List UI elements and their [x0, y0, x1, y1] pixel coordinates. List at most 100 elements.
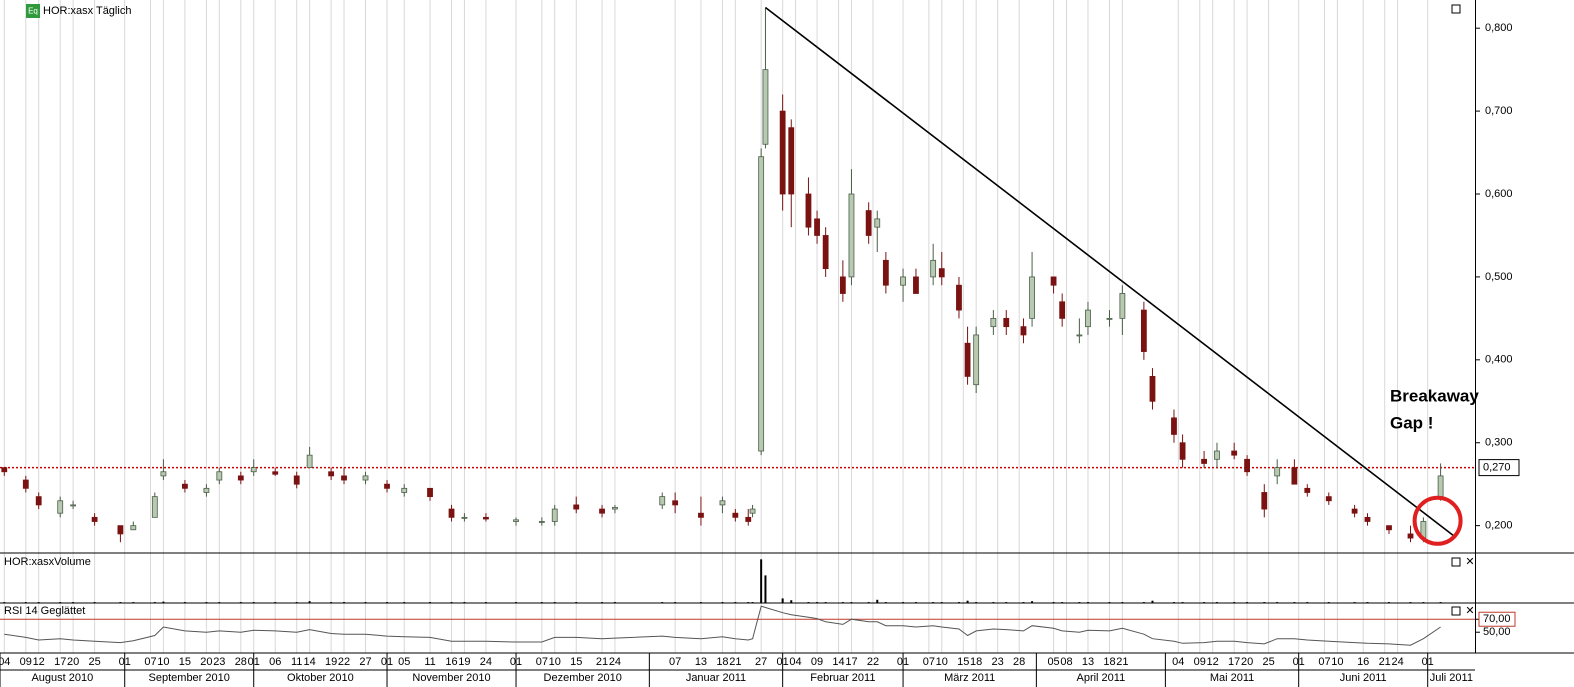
- grid: [3, 0, 1429, 653]
- candle-body: [1059, 301, 1066, 319]
- candle-body: [513, 519, 519, 522]
- candle-body: [973, 334, 980, 386]
- candle-body: [1, 467, 8, 473]
- x-tick-label: 28: [1013, 656, 1025, 668]
- candle-body: [272, 471, 279, 475]
- volume-bar: [1031, 601, 1034, 603]
- candle-body: [956, 284, 962, 311]
- candle-body: [822, 235, 829, 270]
- x-tick-label: 13: [695, 656, 707, 668]
- volume-bar: [966, 600, 969, 603]
- candle-body: [1437, 475, 1444, 498]
- icon-label: Eq: [28, 7, 38, 16]
- x-tick-label: 21: [729, 656, 741, 668]
- x-tick-label: 10: [1331, 656, 1343, 668]
- x-tick-label: 15: [570, 656, 582, 668]
- candle-body: [1407, 533, 1414, 539]
- candle-body: [216, 471, 223, 481]
- candle-body: [865, 210, 872, 236]
- x-tick-label: 10: [936, 656, 948, 668]
- candle-body: [1003, 317, 1010, 328]
- month-label: September 2010: [149, 672, 230, 684]
- candle-body: [483, 516, 489, 520]
- candle-body: [182, 483, 188, 489]
- month-label: Juli 2011: [1430, 672, 1473, 684]
- candle-body: [35, 496, 42, 506]
- x-tick-label: 13: [1082, 656, 1094, 668]
- rsi-title: RSI 14 Geglättet: [4, 605, 85, 617]
- window-button[interactable]: [1451, 557, 1461, 567]
- x-tick-label: 07: [1318, 656, 1330, 668]
- candle-body: [1274, 467, 1281, 477]
- candle-body: [1291, 467, 1298, 485]
- candle-body: [1085, 309, 1091, 328]
- candle-body: [151, 496, 158, 518]
- x-tick-label: 28: [235, 656, 247, 668]
- candle-body: [848, 193, 855, 278]
- window-button[interactable]: [1451, 606, 1461, 616]
- candle-body: [538, 521, 545, 523]
- x-tick-label: 27: [359, 656, 371, 668]
- candle-body: [1029, 276, 1035, 319]
- candle-body: [1261, 492, 1268, 510]
- candle-body: [762, 69, 769, 145]
- candle-body: [758, 156, 765, 452]
- close-button[interactable]: ✕: [1465, 556, 1474, 568]
- volume-bar: [1151, 600, 1154, 603]
- candle-body: [814, 218, 820, 236]
- month-label: Oktober 2010: [287, 672, 354, 684]
- candle-body: [913, 276, 919, 294]
- y-tick-label: 0,500: [1485, 271, 1513, 283]
- window-button[interactable]: [1451, 4, 1461, 14]
- y-tick-label: 0,400: [1485, 354, 1513, 366]
- candle-body: [130, 525, 137, 531]
- candle-body: [805, 193, 812, 228]
- candle-body: [745, 516, 752, 522]
- candle-body: [401, 487, 408, 493]
- annotation: Gap !: [1390, 413, 1433, 432]
- candle-body: [719, 500, 726, 506]
- candle-body: [612, 507, 618, 510]
- x-tick-label: 07: [144, 656, 156, 668]
- x-tick-label: 11: [291, 656, 302, 668]
- candle-body: [203, 487, 210, 493]
- x-tick-label: 15: [179, 656, 191, 668]
- candle-body: [551, 508, 558, 522]
- rsi-line: [4, 605, 1441, 646]
- level-label-box: [1478, 459, 1520, 477]
- close-button[interactable]: ✕: [1465, 605, 1474, 617]
- candle-body: [1149, 376, 1156, 402]
- chart-title[interactable]: HOR:xasx Täglich: [43, 5, 131, 17]
- y-tick-label: 0,600: [1485, 188, 1513, 200]
- candle-body: [1201, 458, 1207, 464]
- x-tick-label: 05: [398, 656, 410, 668]
- x-tick-label: 09: [1194, 656, 1206, 668]
- x-tick-label: 18: [716, 656, 728, 668]
- month-label: August 2010: [31, 672, 93, 684]
- icon: [26, 4, 40, 18]
- x-tick-label: 20: [67, 656, 79, 668]
- candle-body: [448, 508, 455, 518]
- candle-body: [1179, 442, 1186, 460]
- x-tick-label: 12: [33, 656, 45, 668]
- volume-bar: [162, 601, 165, 603]
- candle-body: [57, 500, 64, 514]
- volume-title: HOR:xasxVolume: [4, 556, 91, 568]
- y-tick-label: 0,800: [1485, 22, 1513, 34]
- candle-body: [1020, 326, 1027, 336]
- candle-body: [1231, 450, 1238, 456]
- candle-body: [237, 475, 244, 481]
- rsi-label-box: [1478, 611, 1516, 627]
- x-tick-label: 19: [325, 656, 337, 668]
- x-tick-label: 17: [54, 656, 66, 668]
- x-tick-label: 17: [845, 656, 857, 668]
- volume-bar: [764, 575, 767, 603]
- volume-bar: [308, 601, 311, 603]
- candle-body: [1140, 309, 1147, 352]
- x-tick-label: 11: [424, 656, 435, 668]
- candle-body: [293, 475, 300, 485]
- volume-bar: [781, 598, 784, 603]
- candle-body: [1214, 450, 1220, 460]
